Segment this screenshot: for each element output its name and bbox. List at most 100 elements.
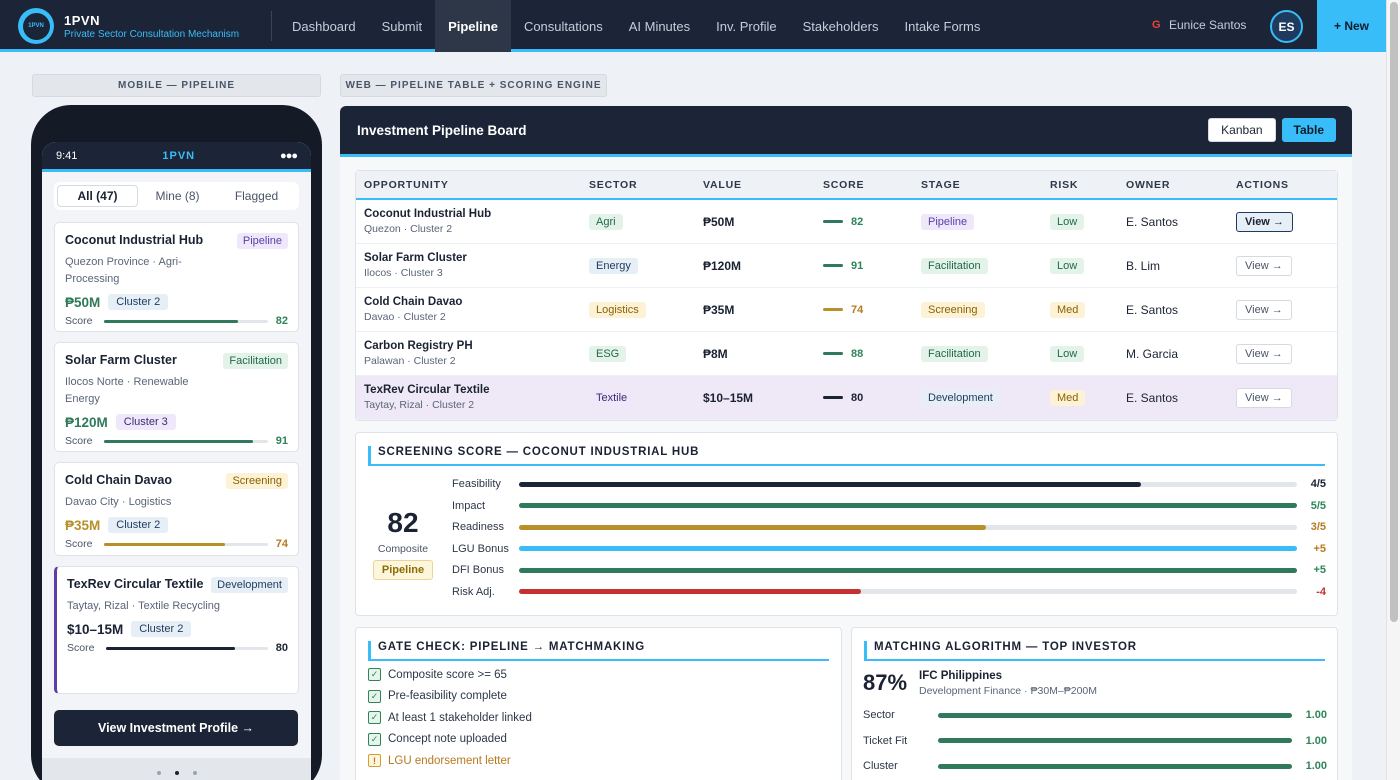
gate-check-item: ! LGU endorsement letter [368,754,511,767]
brand-name: 1PVN [64,13,100,28]
page-dot[interactable] [192,771,197,775]
view-row-button[interactable]: View → [1236,299,1292,320]
check-icon[interactable]: ✓ [368,711,381,724]
top-nav: 1PVN 1PVN Private Sector Consultation Me… [0,0,1386,52]
sector-badge: Textile [589,389,635,406]
page-dot-active[interactable] [174,771,179,775]
col-owner[interactable]: OWNER [1126,178,1171,191]
check-icon[interactable]: ✓ [368,732,381,746]
match-factor-track [938,738,1292,743]
opportunity-name[interactable]: Coconut Industrial Hub [364,208,492,220]
check-icon[interactable]: ✓ [368,689,381,703]
score-bar [823,352,843,355]
col-actions: ACTIONS [1236,178,1289,191]
view-row-button[interactable]: View → [1236,343,1292,364]
owner-name: B. Lim [1126,258,1161,273]
avatar[interactable]: ES [1270,10,1303,43]
mobile-card-value: ₱120M [65,414,108,430]
stage-badge: Development [921,389,1000,406]
col-score[interactable]: SCORE [823,178,865,191]
kanban-view-button[interactable]: Kanban [1208,118,1276,142]
new-button[interactable]: + New [1317,0,1386,52]
table-view-button[interactable]: Table [1281,118,1336,142]
criterion-label: LGU Bonus [452,542,509,555]
nav-link-ai-minutes[interactable]: AI Minutes [628,18,691,34]
tab-mine[interactable]: Mine (8) [155,189,200,203]
risk-badge: Low [1050,345,1085,362]
phone-screen: 9:41 1PVN ●●● All (47) Mine (8) Flagged … [42,142,311,780]
composite-label: Composite [377,543,429,555]
check-icon[interactable]: ✓ [368,668,381,681]
nav-link-pipeline[interactable]: Pipeline [435,0,511,52]
mobile-opportunity-card[interactable]: Coconut Industrial Hub Pipeline Quezon Pro… [54,222,299,332]
table-header: OPPORTUNITY SECTOR VALUE SCORE STAGE RIS… [356,171,1337,200]
investor-name[interactable]: IFC Philippines [919,670,1003,682]
match-factor-label: Sector [863,709,895,721]
mobile-card-location: Davao City · Logistics [65,496,172,508]
view-row-button[interactable]: View → [1236,387,1292,408]
nav-link-inv-profile[interactable]: Inv. Profile [716,18,777,34]
phone-time: 9:41 [56,149,78,162]
view-investment-profile-button[interactable]: View Investment Profile → [54,710,298,746]
opportunity-name[interactable]: Cold Chain Davao [364,296,463,308]
col-sector[interactable]: SECTOR [589,178,638,191]
col-stage[interactable]: STAGE [921,178,961,191]
cluster-badge: Cluster 2 [108,294,169,310]
mobile-opportunity-card[interactable]: TexRev Circular Textile Development Taytay… [54,566,299,694]
warning-icon[interactable]: ! [368,754,381,767]
owner-name: E. Santos [1126,214,1179,229]
score-value: 74 [851,303,864,316]
col-value[interactable]: VALUE [703,178,742,191]
opportunity-name[interactable]: TexRev Circular Textile [364,384,490,396]
opportunity-location: Taytay, Rizal · Cluster 2 [364,399,475,411]
score-fill [104,439,254,443]
table-row[interactable]: Cold Chain Davao Davao · Cluster 2 Logisti… [356,288,1337,332]
criterion-track [519,481,1297,487]
opportunity-name[interactable]: Carbon Registry PH [364,340,473,352]
tab-all[interactable]: All (47) [57,185,138,207]
nav-link-dashboard[interactable]: Dashboard [292,18,356,34]
col-risk[interactable]: RISK [1050,178,1079,191]
nav-link-submit[interactable]: Submit [381,18,423,34]
mobile-opportunity-card[interactable]: Solar Farm Cluster Facilitation Ilocos Nor… [54,342,299,452]
brand: 1PVN Private Sector Consultation Mechani… [64,13,239,40]
score-track [104,319,268,323]
table-row[interactable]: Solar Farm Cluster Ilocos · Cluster 3 Ener… [356,244,1337,288]
stage-badge: Facilitation [223,353,288,369]
matching-title: MATCHING ALGORITHM — TOP INVESTOR [864,641,1325,661]
criterion-value: +5 [1313,542,1326,555]
table-row[interactable]: Coconut Industrial Hub Quezon · Cluster 2… [356,200,1337,244]
view-row-button[interactable]: View → [1236,211,1293,232]
score-value: 80 [851,391,864,404]
view-row-button[interactable]: View → [1236,255,1292,276]
tab-flagged[interactable]: Flagged [234,189,279,203]
match-factor-fill [938,712,1292,718]
nav-link-stakeholders[interactable]: Stakeholders [802,18,879,34]
page-scrollbar[interactable] [1386,0,1400,780]
sector-badge: Agri [589,213,623,230]
scroll-thumb[interactable] [1390,2,1398,622]
logo[interactable]: 1PVN [18,8,54,44]
col-opportunity[interactable]: OPPORTUNITY [364,178,449,191]
gate-check-label: Pre-feasibility complete [388,690,507,702]
nav-link-consultations[interactable]: Consultations [523,18,603,34]
sector-badge: ESG [589,345,627,362]
stage-badge: Pipeline [921,213,975,230]
opportunity-value: $10–15M [703,390,754,405]
mobile-opportunity-card[interactable]: Cold Chain Davao Screening Davao City · Lo… [54,462,299,556]
user-menu[interactable]: G Eunice Santos [1152,18,1246,32]
score-criterion-row: Risk Adj. -4 [452,585,1326,599]
table-row[interactable]: TexRev Circular Textile Taytay, Rizal · C… [356,376,1337,420]
match-factor-row: Ticket Fit 1.00 [863,735,1327,747]
mobile-card-title: TexRev Circular Textile [67,577,204,591]
page-dot[interactable] [156,771,161,775]
match-factor-value: 1.00 [1305,760,1327,772]
nav-link-intake-forms[interactable]: Intake Forms [904,18,981,34]
opportunity-name[interactable]: Solar Farm Cluster [364,252,467,264]
criterion-value: 3/5 [1310,521,1326,533]
criterion-fill [519,567,1297,573]
risk-badge: Med [1050,301,1086,318]
criterion-value: 4/5 [1310,478,1326,490]
risk-badge: Med [1050,389,1086,406]
table-row[interactable]: Carbon Registry PH Palawan · Cluster 2 ESG… [356,332,1337,376]
